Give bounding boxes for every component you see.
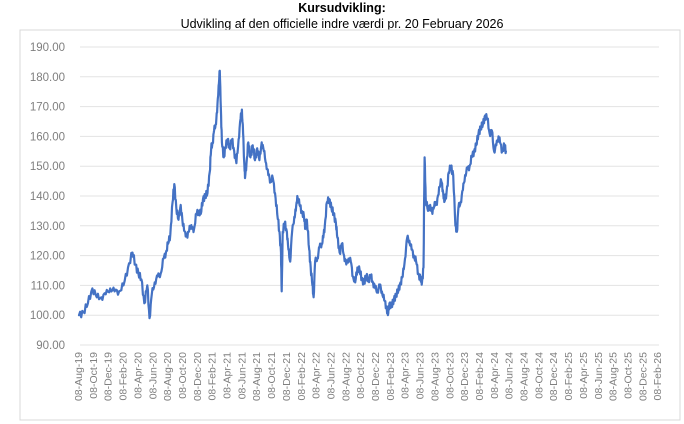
x-tick-label: 08-Dec-20 <box>192 352 204 401</box>
x-tick-label: 08-Jun-25 <box>593 352 605 399</box>
series-line <box>77 69 507 320</box>
y-tick-label: 130.00 <box>30 221 65 233</box>
y-tick-label: 180.00 <box>30 72 65 84</box>
x-tick-label: 08-Apr-21 <box>222 352 234 399</box>
y-axis: 190.00 180.00 170.00 160.00 150.00 140.00 130.… <box>30 42 65 352</box>
y-tick-label: 150.00 <box>30 161 65 173</box>
x-tick-label: 08-Aug-25 <box>608 352 620 401</box>
x-tick-label: 08-Dec-23 <box>459 352 471 401</box>
x-tick-label: 08-Apr-22 <box>311 352 323 399</box>
x-tick-label: 08-Feb-20 <box>118 352 130 401</box>
y-tick-label: 160.00 <box>30 131 65 143</box>
x-tick-label: 08-Dec-25 <box>637 352 649 401</box>
x-tick-label: 08-Oct-24 <box>533 352 545 399</box>
x-tick-label: 08-Feb-25 <box>563 352 575 401</box>
x-tick-label: 08-Aug-22 <box>340 352 352 401</box>
x-tick-label: 08-Aug-20 <box>162 352 174 401</box>
grid-lines <box>80 46 659 346</box>
x-tick-label: 08-Dec-22 <box>370 352 382 401</box>
x-tick-label: 08-Oct-21 <box>266 352 278 399</box>
x-tick-label: 08-Dec-21 <box>281 352 293 401</box>
x-tick-label: 08-Feb-24 <box>474 352 486 401</box>
x-tick-label: 08-Jun-23 <box>415 352 427 399</box>
x-tick-label: 08-Jun-20 <box>147 352 159 399</box>
chart-title: Kursudvikling: <box>298 1 386 15</box>
chart-subtitle: Udvikling af den officielle indre værdi … <box>180 17 504 31</box>
y-tick-label: 110.00 <box>31 280 65 292</box>
x-tick-label: 08-Feb-26 <box>652 352 664 401</box>
x-tick-label: 08-Oct-20 <box>177 352 189 399</box>
x-tick-label: 08-Aug-21 <box>251 352 263 401</box>
y-tick-label: 190.00 <box>30 42 65 54</box>
x-tick-label: 08-Aug-19 <box>73 352 85 401</box>
x-tick-label: 08-Apr-25 <box>578 352 590 399</box>
y-tick-label: 100.00 <box>30 310 65 322</box>
x-tick-label: 08-Oct-23 <box>444 352 456 399</box>
y-tick-label: 90.00 <box>36 340 65 352</box>
x-tick-label: 08-Feb-21 <box>207 352 219 401</box>
x-tick-label: 08-Oct-19 <box>88 352 100 399</box>
x-tick-label: 08-Aug-24 <box>519 352 531 401</box>
x-tick-label: 08-Jun-21 <box>236 352 248 399</box>
series-layer <box>77 69 507 320</box>
y-tick-label: 140.00 <box>30 191 65 203</box>
x-tick-label: 08-Aug-23 <box>429 352 441 401</box>
y-tick-label: 170.00 <box>30 102 65 114</box>
x-tick-label: 08-Apr-23 <box>400 352 412 399</box>
x-tick-label: 08-Jun-24 <box>504 352 516 399</box>
x-tick-label: 08-Jun-22 <box>325 352 337 399</box>
y-tick-label: 120.00 <box>30 251 65 263</box>
x-tick-label: 08-Dec-19 <box>103 352 115 401</box>
x-tick-label: 08-Dec-24 <box>548 352 560 401</box>
x-tick-label: 08-Apr-24 <box>489 352 501 399</box>
x-tick-label: 08-Feb-22 <box>296 352 308 401</box>
x-tick-label: 08-Oct-22 <box>355 352 367 399</box>
plot-frame <box>19 29 681 421</box>
x-tick-label: 08-Oct-25 <box>622 352 634 399</box>
x-tick-label: 08-Apr-20 <box>132 352 144 399</box>
x-axis: 08-Aug-19 08-Oct-19 08-Dec-19 08-Feb-20 08-A… <box>73 352 664 401</box>
x-tick-label: 08-Feb-23 <box>385 352 397 401</box>
